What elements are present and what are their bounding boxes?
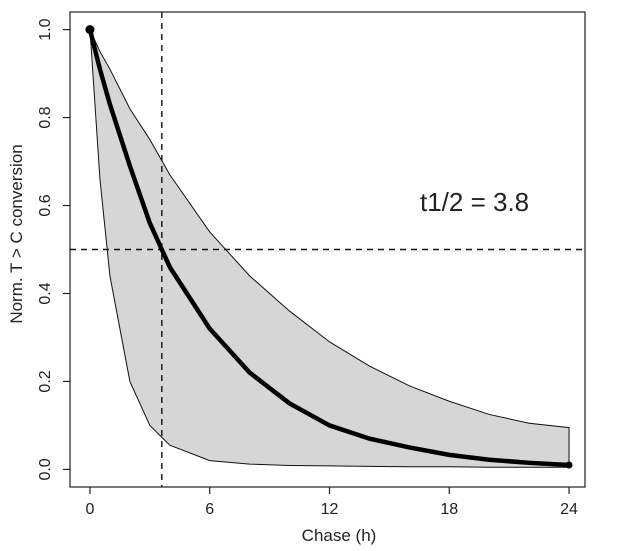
y-tick-label: 0.0	[37, 458, 54, 480]
y-tick-label: 0.8	[37, 106, 54, 128]
x-tick-label: 18	[440, 501, 458, 518]
y-tick-label: 0.4	[37, 282, 54, 304]
x-tick-label: 12	[321, 501, 339, 518]
fit-curve	[87, 27, 572, 468]
x-tick-label: 0	[86, 501, 95, 518]
end-point	[565, 461, 573, 469]
y-axis-label: Norm. T > C conversion	[7, 144, 26, 323]
half-life-annotation: t1/2 = 3.8	[420, 187, 529, 217]
plot-frame	[69, 11, 586, 488]
y-tick-label: 1.0	[37, 18, 54, 40]
x-tick-label: 24	[560, 501, 578, 518]
y-tick-label: 0.6	[37, 194, 54, 216]
confidence-band	[89, 29, 570, 468]
y-tick-label: 0.2	[37, 370, 54, 392]
x-tick-label: 6	[205, 501, 214, 518]
start-point	[85, 25, 95, 35]
x-axis-label: Chase (h)	[302, 526, 377, 545]
